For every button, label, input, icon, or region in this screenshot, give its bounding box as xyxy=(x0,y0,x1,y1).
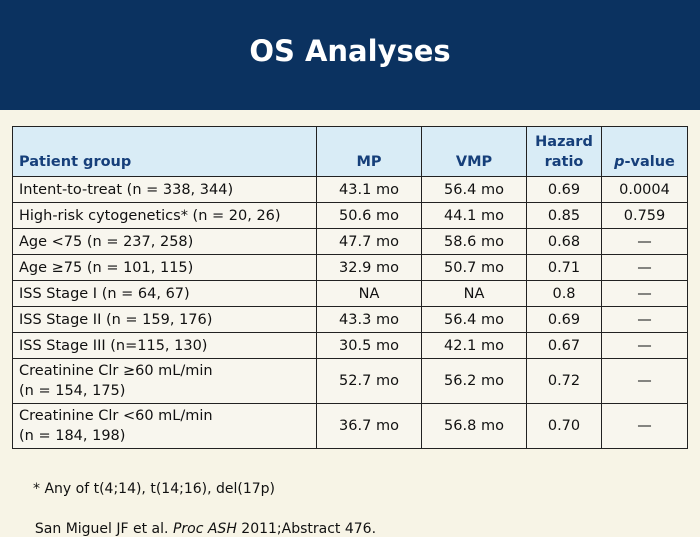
cell: 0.68 xyxy=(526,228,602,255)
cell: 0.69 xyxy=(526,176,602,203)
footnote: * Any of t(4;14), t(14;16), del(17p) xyxy=(33,481,276,497)
cell: — xyxy=(601,254,688,281)
title: OS Analyses xyxy=(249,34,451,68)
cell: ISS Stage III (n=115, 130) xyxy=(12,332,317,359)
cell: 44.1 mo xyxy=(421,202,527,229)
table-row: ISS Stage I (n = 64, 67) NA NA 0.8— xyxy=(12,280,688,307)
cell: Intent-to-treat (n = 338, 344) xyxy=(12,176,317,203)
table-row: High-risk cytogenetics* (n = 20, 26) 50.6… xyxy=(12,202,688,229)
cell: 0.70 xyxy=(526,403,602,449)
table-row: Creatinine Clr <60 mL/min (n = 184, 198) 3… xyxy=(12,403,688,449)
cell: 56.2 mo xyxy=(421,358,527,404)
cell: 0.0004 xyxy=(601,176,688,203)
cell: 0.8 xyxy=(526,280,602,307)
header-row: Patient group MP VMP Hazard ratio p-value xyxy=(12,126,688,177)
table-row: Age <75 (n = 237, 258) 47.7 mo 58.6 mo 0.68… xyxy=(12,228,688,255)
cell: 42.1 mo xyxy=(421,332,527,359)
cell: NA xyxy=(316,280,422,307)
citation: San Miguel JF et al. Proc ASH 2011;Abstr… xyxy=(26,505,376,537)
cell: Creatinine Clr <60 mL/min (n = 184, 198) xyxy=(12,403,317,449)
cell: Age <75 (n = 237, 258) xyxy=(12,228,317,255)
table-row: Intent-to-treat (n = 338, 344) 43.1 mo 56.… xyxy=(12,176,688,203)
column-header: VMP xyxy=(421,126,527,177)
column-header: Patient group xyxy=(12,126,317,177)
cell: ISS Stage II (n = 159, 176) xyxy=(12,306,317,333)
table: Patient group MP VMP Hazard ratio p-value Int… xyxy=(12,126,688,449)
cell: — xyxy=(601,358,688,404)
cell: 56.4 mo xyxy=(421,176,527,203)
cell: 0.69 xyxy=(526,306,602,333)
cell: — xyxy=(601,403,688,449)
cell-line: Creatinine Clr <60 mL/min xyxy=(19,408,213,424)
column-header: MP xyxy=(316,126,422,177)
cell: ISS Stage I (n = 64, 67) xyxy=(12,280,317,307)
cell: — xyxy=(601,332,688,359)
cell: 0.759 xyxy=(601,202,688,229)
table-row: ISS Stage III (n=115, 130) 30.5 mo 42.1 mo… xyxy=(12,332,688,359)
cell: 0.85 xyxy=(526,202,602,229)
cell: Creatinine Clr ≥60 mL/min (n = 154, 175) xyxy=(12,358,317,404)
citation-journal: Proc ASH xyxy=(172,521,237,537)
cell: 50.7 mo xyxy=(421,254,527,281)
cell: — xyxy=(601,306,688,333)
cell-line: (n = 154, 175) xyxy=(19,383,126,399)
cell: 56.4 mo xyxy=(421,306,527,333)
cell: 32.9 mo xyxy=(316,254,422,281)
cell: Age ≥75 (n = 101, 115) xyxy=(12,254,317,281)
cell: — xyxy=(601,280,688,307)
cell: 58.6 mo xyxy=(421,228,527,255)
table-row: Age ≥75 (n = 101, 115) 32.9 mo 50.7 mo 0.71… xyxy=(12,254,688,281)
column-header: p-value xyxy=(601,126,688,177)
table-row: Creatinine Clr ≥60 mL/min (n = 154, 175) 5… xyxy=(12,358,688,404)
table-body: Intent-to-treat (n = 338, 344) 43.1 mo 56.… xyxy=(12,176,688,449)
citation-text: San Miguel JF et al. xyxy=(34,521,173,537)
cell: 0.71 xyxy=(526,254,602,281)
cell: 0.72 xyxy=(526,358,602,404)
cell: 43.1 mo xyxy=(316,176,422,203)
cell: 50.6 mo xyxy=(316,202,422,229)
cell: NA xyxy=(421,280,527,307)
header-bar: OS Analyses xyxy=(0,0,700,110)
cell: 52.7 mo xyxy=(316,358,422,404)
cell: 43.3 mo xyxy=(316,306,422,333)
cell: 56.8 mo xyxy=(421,403,527,449)
cell: High-risk cytogenetics* (n = 20, 26) xyxy=(12,202,317,229)
cell: 47.7 mo xyxy=(316,228,422,255)
cell-line: Creatinine Clr ≥60 mL/min xyxy=(19,363,213,379)
cell: 0.67 xyxy=(526,332,602,359)
table-row: ISS Stage II (n = 159, 176) 43.3 mo 56.4 m… xyxy=(12,306,688,333)
cell: 36.7 mo xyxy=(316,403,422,449)
cell: 30.5 mo xyxy=(316,332,422,359)
cell-line: (n = 184, 198) xyxy=(19,428,126,444)
column-header: Hazard ratio xyxy=(526,126,602,177)
citation-text: 2011;Abstract 476. xyxy=(236,521,377,537)
cell: — xyxy=(601,228,688,255)
